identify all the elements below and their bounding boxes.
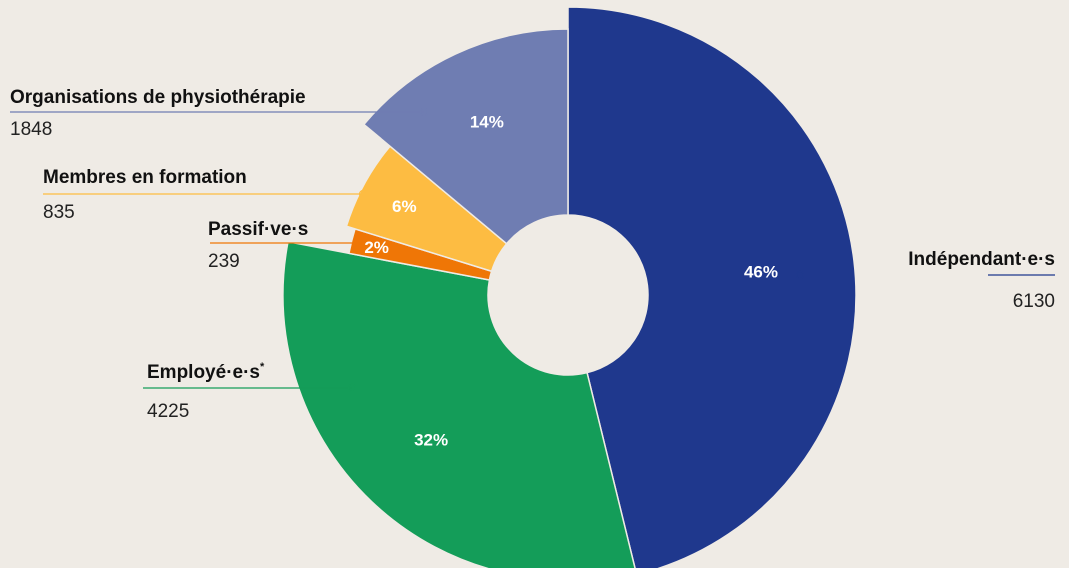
percent-label-employe-e-s: 32% xyxy=(414,430,448,449)
leader-dot-passif-ve-s xyxy=(359,238,369,248)
percent-label-membres-en-formation: 6% xyxy=(392,197,417,216)
slice-employe-e-s xyxy=(282,240,636,568)
category-label-membres-en-formation: Membres en formation xyxy=(43,167,247,188)
percent-label-organisations-de-physiotherapie: 14% xyxy=(470,112,504,131)
slices xyxy=(282,6,857,568)
category-label-employe-e-s: Employé·e·s* xyxy=(147,361,265,383)
leader-dot-organisations-de-physiotherapie xyxy=(419,107,429,117)
leader-dot-membres-en-formation xyxy=(358,189,368,199)
leader-lines xyxy=(10,107,1055,393)
labels: 46% Indépendant·e·s 6130 32% Employé·e·s* 422… xyxy=(10,87,1055,449)
percent-label-passif-ve-s: 2% xyxy=(364,238,389,257)
slice-independant-e-s xyxy=(567,6,857,568)
category-label-independant-e-s: Indépendant·e·s xyxy=(908,249,1055,270)
leader-dot-employe-e-s xyxy=(347,383,357,393)
category-value-organisations-de-physiotherapie: 1848 xyxy=(10,119,52,140)
category-label-passif-ve-s: Passif·ve·s xyxy=(208,219,308,240)
slice-organisations-de-physiotherapie xyxy=(362,28,569,245)
category-value-employe-e-s: 4225 xyxy=(147,401,189,422)
category-value-independant-e-s: 6130 xyxy=(1013,291,1055,312)
category-label-organisations-de-physiotherapie: Organisations de physiothérapie xyxy=(10,87,306,108)
category-value-membres-en-formation: 835 xyxy=(43,202,75,223)
leader-dot-independant-e-s xyxy=(795,270,805,280)
percent-label-independant-e-s: 46% xyxy=(744,263,778,282)
category-value-passif-ve-s: 239 xyxy=(208,251,240,272)
